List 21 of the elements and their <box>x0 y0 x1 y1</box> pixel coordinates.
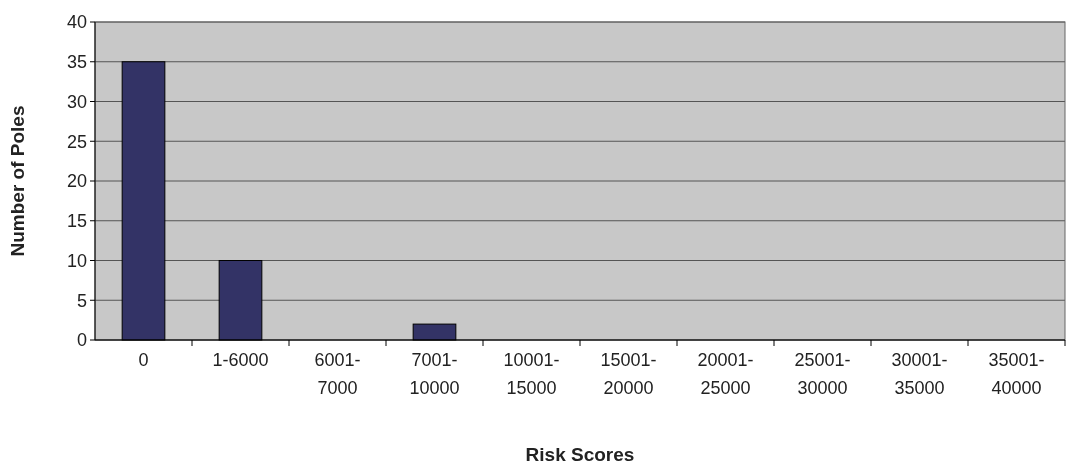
y-tick-label: 15 <box>66 211 87 232</box>
y-tick-label: 10 <box>66 250 87 271</box>
y-tick-label: 30 <box>66 91 87 112</box>
x-tick-label: 25001- 30000 <box>794 350 851 398</box>
x-tick-label: 30001- 35000 <box>891 350 948 398</box>
x-axis-title: Risk Scores <box>525 444 635 465</box>
x-tick-label: 6001- 7000 <box>314 350 361 398</box>
x-tick-label: 35001- 40000 <box>988 350 1045 398</box>
x-tick-label: 10001- 15000 <box>503 350 560 398</box>
y-tick-label: 25 <box>66 131 87 152</box>
y-tick-label: 5 <box>76 290 87 311</box>
x-tick-label: 20001- 25000 <box>697 350 754 398</box>
y-tick-label: 20 <box>66 171 87 192</box>
y-tick-label: 0 <box>76 330 87 351</box>
x-tick-label: 0 <box>138 350 149 370</box>
y-tick-label: 35 <box>66 52 87 73</box>
x-tick-label: 15001- 20000 <box>600 350 657 398</box>
x-tick-label: 7001- 10000 <box>409 350 460 398</box>
y-tick-label: 40 <box>66 12 87 33</box>
y-axis-title: Number of Poles <box>7 105 28 257</box>
x-tick-label: 1-6000 <box>212 350 269 370</box>
